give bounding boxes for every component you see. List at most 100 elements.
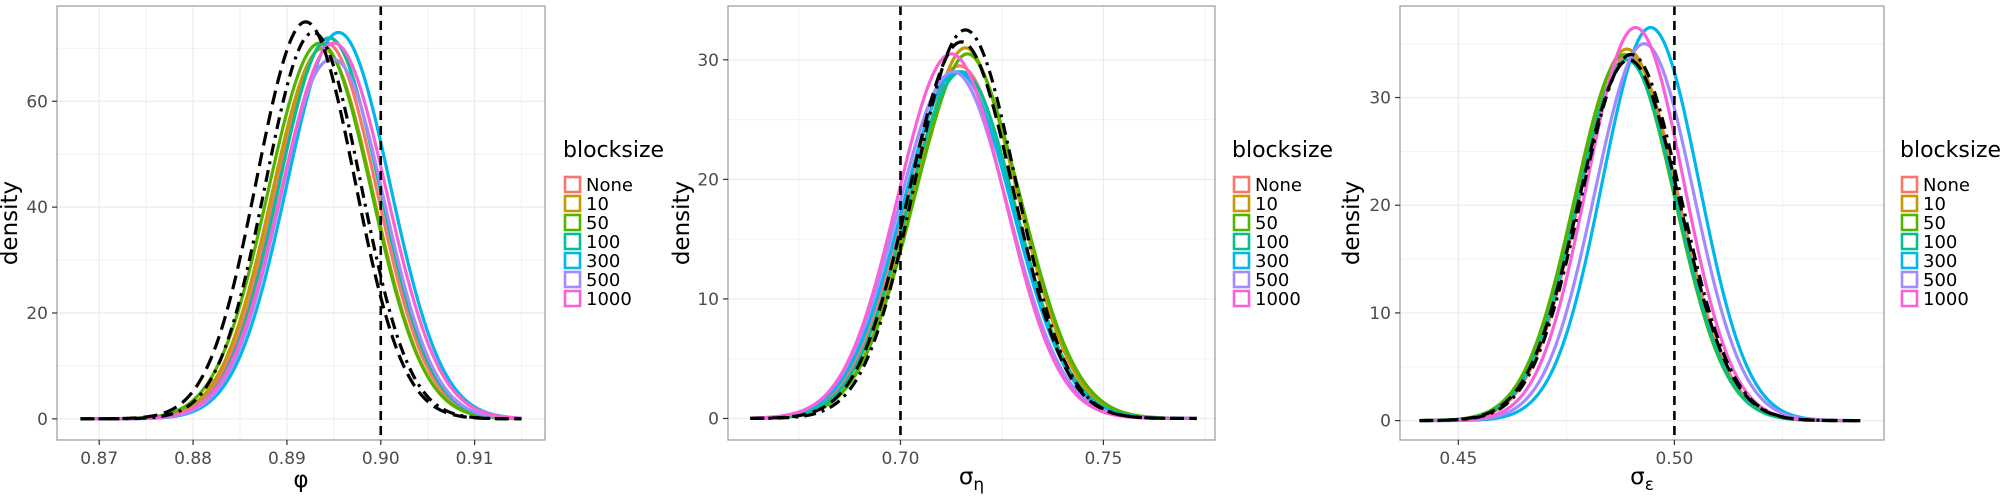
reference-curve-dashed [1419, 58, 1861, 423]
legend-label: 300 [1255, 251, 1289, 272]
x-tick-label: 0.90 [362, 449, 400, 469]
legend-key [563, 194, 582, 213]
reference-curve-dotdash [750, 28, 1197, 421]
x-tick-label: 0.87 [80, 449, 118, 469]
legend-key [1900, 213, 1919, 232]
legend-label: 50 [1255, 213, 1278, 234]
y-tick-label: 0 [37, 410, 48, 430]
y-tick-label: 40 [26, 198, 48, 218]
plot-background [1400, 6, 1884, 440]
legend-item-300: 300 [1232, 251, 1289, 272]
legend-label: 100 [586, 232, 620, 253]
legend-item-None: None [1232, 175, 1302, 196]
legend-title: blocksize [1232, 138, 1333, 163]
reference-curve-dotdash [1419, 52, 1861, 423]
legend-title: blocksize [1900, 138, 2000, 163]
legend-item-10: 10 [563, 194, 609, 215]
y-tick-label: 0 [1380, 412, 1391, 432]
x-tick-label: 0.88 [174, 449, 212, 469]
reference-curve-dotdash [80, 30, 522, 421]
y-tick-label: 0 [708, 409, 719, 429]
legend-key [563, 213, 582, 232]
legend-key [1232, 270, 1251, 289]
legend-item-500: 500 [1232, 270, 1289, 291]
legend-item-10: 10 [1900, 194, 1946, 215]
legend-key [1232, 251, 1251, 270]
legend-key [1900, 289, 1919, 308]
legend-key [1232, 194, 1251, 213]
legend-label: 300 [1923, 251, 1957, 272]
legend-item-1000: 1000 [1232, 289, 1301, 310]
x-axis-title: σε [1630, 464, 1654, 495]
y-tick-label: 10 [1369, 304, 1391, 324]
legend-label: 10 [1255, 194, 1278, 215]
legend-item-1000: 1000 [563, 289, 632, 310]
legend-key [1900, 251, 1919, 270]
y-axis-title: density [1339, 181, 1365, 265]
y-tick-label: 20 [697, 170, 719, 190]
y-tick-label: 10 [697, 290, 719, 310]
plot-background [728, 6, 1215, 440]
x-tick-label: 0.89 [268, 449, 306, 469]
legend-key [1900, 270, 1919, 289]
legend-key [1232, 289, 1251, 308]
legend-key [563, 270, 582, 289]
density-panel-2: 0.70 0.750102030densityσηblocksizeNone105… [669, 5, 1333, 495]
density-panel-1: 0.87 0.88 0.89 0.90 0.91 0 20 40 60 density φ block… [0, 5, 664, 493]
legend-item-50: 50 [1900, 213, 1946, 234]
legend-item-300: 300 [1900, 251, 1957, 272]
legend-label: 300 [586, 251, 620, 272]
y-tick-label: 20 [1369, 196, 1391, 216]
legend-label: 1000 [1923, 289, 1969, 310]
legend-key [1232, 232, 1251, 251]
x-tick-label: 0.75 [1084, 449, 1122, 469]
legend-item-100: 100 [563, 232, 620, 253]
reference-curve-dashed [750, 40, 1197, 421]
legend-label: 500 [1255, 270, 1289, 291]
legend-label: 10 [1923, 194, 1946, 215]
legend-key [563, 289, 582, 308]
y-tick-label: 20 [26, 304, 48, 324]
x-tick-label: 0.45 [1439, 449, 1477, 469]
legend-label: 50 [1923, 213, 1946, 234]
legend-item-1000: 1000 [1900, 289, 1969, 310]
x-tick-label: 0.50 [1655, 449, 1693, 469]
legend-label: 50 [586, 213, 609, 234]
legend-label: 100 [1923, 232, 1957, 253]
legend-item-50: 50 [563, 213, 609, 234]
legend-key [563, 175, 582, 194]
x-axis-title: φ [293, 467, 308, 493]
legend-key [1900, 194, 1919, 213]
legend-label: 500 [586, 270, 620, 291]
x-tick-label: 0.91 [456, 449, 494, 469]
legend-item-500: 500 [563, 270, 620, 291]
legend-label: 1000 [1255, 289, 1301, 310]
y-tick-label: 30 [1369, 89, 1391, 109]
legend-label: None [586, 175, 633, 196]
legend-item-100: 100 [1900, 232, 1957, 253]
legend-item-10: 10 [1232, 194, 1278, 215]
legend-title: blocksize [563, 138, 664, 163]
density-curve-500 [1419, 42, 1861, 423]
panel-border [727, 5, 1216, 441]
legend-item-None: None [563, 175, 633, 196]
legend-label: 100 [1255, 232, 1289, 253]
y-axis-title: density [0, 181, 23, 265]
x-tick-label: 0.70 [882, 449, 920, 469]
panel-border [1399, 5, 1885, 441]
legend-key [1232, 175, 1251, 194]
legend-label: None [1255, 175, 1302, 196]
legend-label: 1000 [586, 289, 632, 310]
legend-item-300: 300 [563, 251, 620, 272]
y-tick-label: 60 [26, 92, 48, 112]
y-tick-label: 30 [697, 51, 719, 71]
legend-item-50: 50 [1232, 213, 1278, 234]
legend-label: 10 [586, 194, 609, 215]
legend-key [1900, 232, 1919, 251]
legend-item-100: 100 [1232, 232, 1289, 253]
panel-border [56, 5, 546, 441]
